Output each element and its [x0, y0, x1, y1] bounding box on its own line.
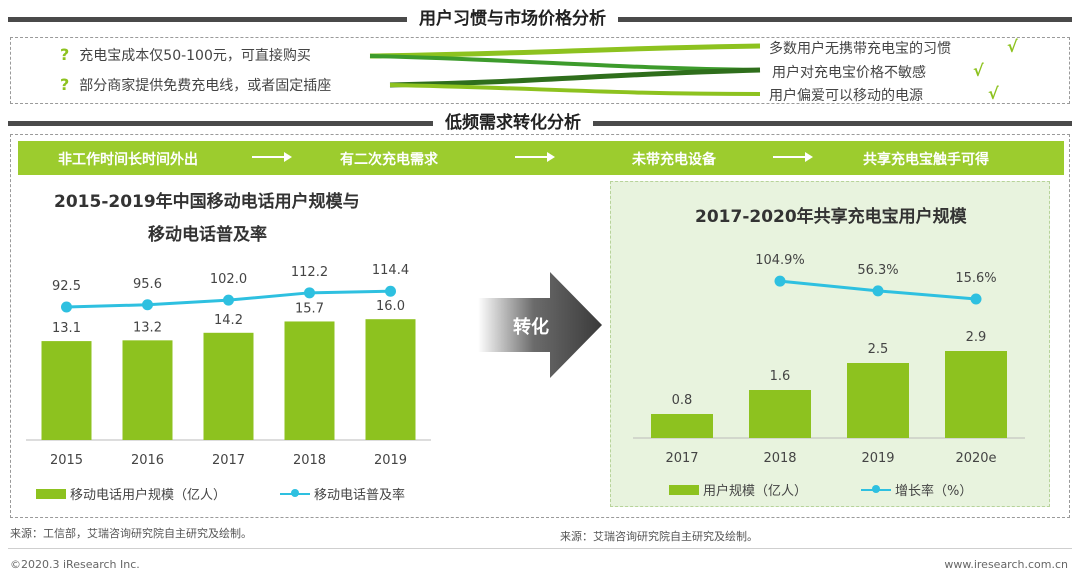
reason-1: ? 充电宝成本仅50-100元，可直接购买	[60, 45, 311, 65]
bar	[365, 319, 416, 440]
left-legend-line-label: 移动电话普及率	[314, 488, 406, 503]
right-chart-panel: 2017-2020年共享充电宝用户规模 0.8 2017 1.6 2018 2.5 201…	[610, 181, 1050, 507]
bar-value-label: 13.2	[133, 320, 162, 335]
legend-bar-swatch	[36, 488, 66, 499]
x-tick-label: 2017	[212, 453, 245, 468]
right-source: 来源：艾瑞咨询研究院自主研究及绘制。	[560, 530, 758, 543]
bar	[945, 351, 1007, 438]
line-value-label: 56.3%	[857, 263, 898, 278]
connector-1	[369, 43, 761, 59]
left-legend-bar: 移动电话用户规模（亿人）	[36, 484, 226, 503]
habit-connectors	[369, 43, 761, 96]
bar-value-label: 13.1	[52, 321, 81, 336]
legend-line-swatch	[861, 484, 891, 493]
bar-value-label: 1.6	[770, 369, 791, 384]
flow-step-1: 非工作时间长时间外出	[58, 152, 198, 168]
bar	[847, 363, 909, 438]
left-chart-title-1: 2015-2019年中国移动电话用户规模与	[54, 192, 360, 212]
line-point	[142, 299, 153, 311]
line-point	[61, 301, 72, 313]
bar	[284, 321, 335, 440]
check-icon: √	[1007, 37, 1018, 56]
reason-2: ? 部分商家提供免费充电线，或者固定插座	[60, 75, 331, 95]
left-legend-line: 移动电话普及率	[280, 484, 405, 503]
bar	[41, 341, 92, 440]
check-icon: √	[973, 61, 984, 80]
x-tick-label: 2015	[50, 453, 83, 468]
legend-line-swatch	[280, 488, 310, 497]
line-value-label: 15.6%	[955, 271, 996, 286]
right-legend-bar-label: 用户规模（亿人）	[703, 484, 808, 499]
section1-title: 用户习惯与市场价格分析	[407, 8, 618, 30]
right-chart-title: 2017-2020年共享充电宝用户规模	[695, 207, 967, 227]
footer-rule	[8, 548, 1072, 549]
x-tick-label: 2016	[131, 453, 164, 468]
line-point	[304, 287, 315, 299]
connector-2	[369, 54, 761, 72]
line-value-label: 95.6	[133, 277, 162, 292]
line-point	[872, 285, 884, 297]
line-point	[223, 294, 234, 306]
bar-value-label: 2.5	[868, 342, 889, 357]
question-icon: ?	[60, 45, 70, 64]
flow-bar	[18, 141, 1064, 175]
section2-title: 低频需求转化分析	[433, 112, 593, 134]
bar-value-label: 2.9	[966, 330, 987, 345]
bar	[203, 332, 254, 440]
bar-value-label: 14.2	[214, 313, 243, 328]
bar-value-label: 15.7	[295, 301, 324, 316]
result-2: 用户对充电宝价格不敏感	[772, 65, 926, 81]
line-value-label: 112.2	[291, 265, 328, 280]
line-value-label: 114.4	[372, 263, 409, 278]
question-icon: ?	[60, 75, 70, 94]
flow-step-2: 有二次充电需求	[340, 152, 438, 168]
reason-1-text: 充电宝成本仅50-100元，可直接购买	[79, 48, 311, 64]
x-tick-label: 2018	[763, 451, 796, 466]
bar-value-label: 16.0	[376, 299, 405, 314]
x-tick-label: 2017	[665, 451, 698, 466]
right-legend-line-label: 增长率（%）	[895, 484, 973, 499]
left-chart-title-2: 移动电话普及率	[148, 225, 267, 245]
transform-label: 转化	[513, 317, 549, 338]
x-tick-label: 2018	[293, 453, 326, 468]
conversion-box	[10, 134, 1070, 518]
line-point	[385, 285, 396, 297]
connector-3	[389, 67, 761, 88]
line-point	[970, 293, 982, 305]
bar	[122, 340, 173, 440]
line-value-label: 102.0	[210, 272, 247, 287]
transform-arrow-icon	[478, 272, 602, 378]
line-point	[774, 275, 786, 287]
flow-arrow-icon	[515, 152, 555, 162]
bar	[749, 390, 811, 438]
flow-step-3: 未带充电设备	[632, 152, 716, 168]
right-legend-bar: 用户规模（亿人）	[669, 480, 807, 499]
legend-bar-swatch	[669, 484, 699, 495]
right-chart-svg: 0.8 2017 1.6 2018 2.5 2019 2.9 2020e 104.9% 56.3%…	[633, 253, 1025, 466]
bar	[651, 414, 713, 438]
x-tick-label: 2020e	[955, 451, 996, 466]
flow-arrow-icon	[252, 152, 292, 162]
flow-step-4: 共享充电宝触手可得	[863, 152, 989, 168]
reason-2-text: 部分商家提供免费充电线，或者固定插座	[79, 78, 332, 94]
footer-copyright: ©2020.3 iResearch Inc.	[10, 558, 140, 571]
footer-website: www.iresearch.com.cn	[944, 558, 1068, 571]
bar-value-label: 0.8	[672, 393, 693, 408]
left-legend-bar-label: 移动电话用户规模（亿人）	[70, 488, 227, 503]
left-chart-panel: 2015-2019年中国移动电话用户规模与 移动电话普及率 13.1 2015 13…	[20, 178, 440, 508]
x-tick-label: 2019	[374, 453, 407, 468]
left-source: 来源：工信部，艾瑞咨询研究院自主研究及绘制。	[10, 527, 252, 540]
result-3: 用户偏爱可以移动的电源	[769, 88, 923, 104]
right-legend-line: 增长率（%）	[861, 480, 972, 499]
x-tick-label: 2019	[861, 451, 894, 466]
line-value-label: 104.9%	[755, 253, 805, 268]
left-chart-svg: 13.1 2015 13.2 2016 14.2 2017 15.7 2018 16.0 2019…	[26, 263, 431, 468]
line-value-label: 92.5	[52, 279, 81, 294]
result-1: 多数用户无携带充电宝的习惯	[769, 41, 951, 57]
habits-box	[10, 37, 1070, 104]
flow-arrow-icon	[773, 152, 813, 162]
check-icon: √	[988, 84, 999, 103]
connector-4	[389, 83, 761, 96]
